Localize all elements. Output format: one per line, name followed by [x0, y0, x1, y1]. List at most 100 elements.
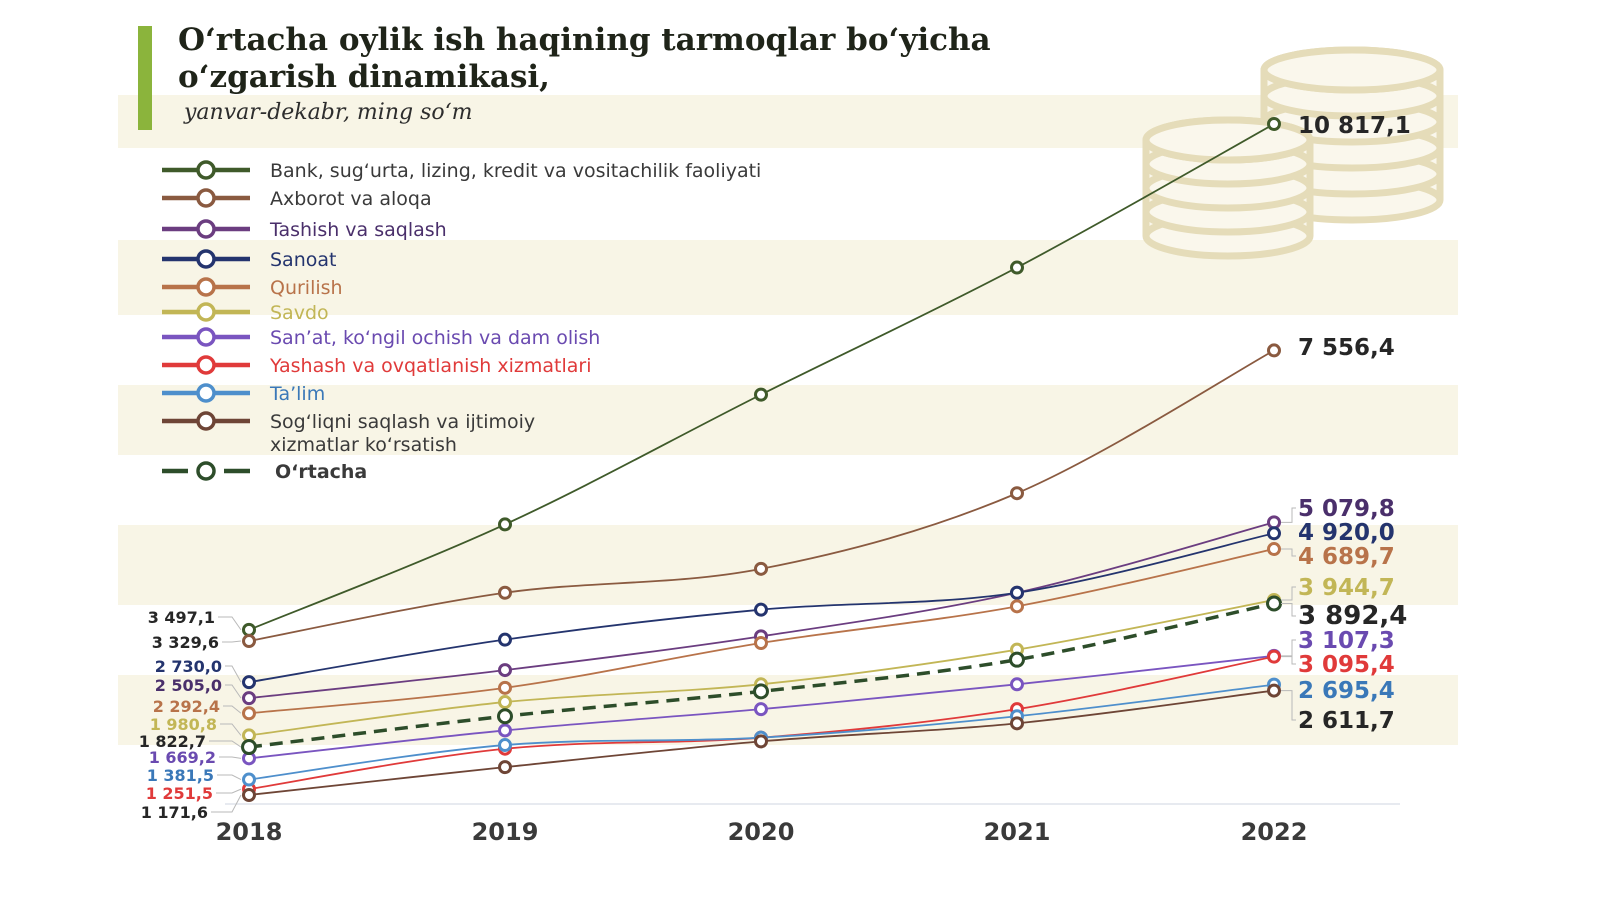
legend-swatch-marker	[196, 249, 216, 269]
label-leader	[1281, 548, 1296, 557]
coin-stack-left	[1142, 116, 1314, 260]
label-leader	[1281, 603, 1296, 617]
start-value-label: 1 669,2	[149, 748, 216, 767]
data-point-marker	[1267, 649, 1281, 664]
end-value-label: 2 695,4	[1298, 678, 1395, 704]
label-leader	[222, 640, 242, 643]
data-point-marker	[754, 636, 768, 650]
data-point-marker	[754, 702, 768, 717]
legend-label: Qurilish	[270, 277, 343, 299]
legend-item: Sog‘liqni saqlash va ijtimoiy xizmatlar k…	[162, 411, 535, 456]
data-point-marker	[754, 561, 768, 576]
data-point-marker	[754, 602, 768, 617]
data-point-marker	[242, 634, 256, 649]
end-value-label: 4 920,0	[1298, 520, 1395, 546]
start-value-label: 1 822,7	[139, 732, 206, 751]
legend-label: Bank, sug‘urta, lizing, kredit va vosita…	[270, 160, 761, 182]
start-value-label: 1 251,5	[146, 784, 213, 803]
end-value-labels: 10 817,1 7 556,4 5 079,84 920,04 689,7 3 94…	[1298, 113, 1411, 734]
label-leader	[209, 740, 242, 748]
label-leader	[1281, 690, 1296, 721]
data-point-marker	[1009, 651, 1025, 668]
end-value-label: 10 817,1	[1298, 113, 1411, 139]
label-leader	[1281, 586, 1296, 601]
end-value-label: 2 611,7	[1298, 708, 1395, 734]
data-point-marker	[242, 622, 256, 637]
data-point-marker	[242, 772, 256, 787]
chart-title: O‘rtacha oylik ish haqining tarmoqlar bo…	[178, 22, 991, 95]
legend-label: San’at, ko‘ngil ochish va dam olish	[270, 327, 600, 349]
x-tick-label: 2019	[472, 818, 539, 846]
legend-item: Yashash va ovqatlanish xizmatlari	[162, 355, 591, 377]
label-leader	[219, 756, 242, 759]
label-leader	[225, 684, 242, 699]
legend-swatch-marker	[196, 160, 216, 180]
legend-item: Savdo	[162, 302, 329, 324]
legend: Bank, sug‘urta, lizing, kredit va vosita…	[162, 160, 761, 483]
data-point-marker	[1010, 677, 1024, 692]
label-leader	[211, 794, 242, 813]
background-band	[118, 525, 1458, 605]
end-value-label: 3 095,4	[1298, 652, 1395, 678]
end-value-label: 5 079,8	[1298, 496, 1395, 522]
legend-label: Sanoat	[270, 249, 336, 271]
legend-label: Axborot va aloqa	[270, 188, 432, 210]
title-accent-bar	[138, 26, 152, 130]
label-leader	[225, 665, 242, 683]
data-point-marker	[498, 695, 512, 710]
data-point-marker	[242, 675, 256, 690]
data-point-marker	[241, 739, 257, 756]
start-value-labels: 3 497,1 3 329,6 2 505,02 730,0 2 292,41 980…	[139, 608, 222, 822]
data-point-marker	[753, 683, 769, 700]
legend-swatch-marker	[196, 461, 216, 481]
data-point-marker	[498, 680, 512, 695]
x-tick-label: 2018	[216, 818, 283, 846]
start-value-label: 2 505,0	[155, 676, 222, 695]
x-tick-label: 2022	[1241, 818, 1308, 846]
legend-label: Yashash va ovqatlanish xizmatlari	[269, 355, 591, 377]
end-value-label: 3 107,3	[1298, 628, 1395, 654]
data-point-marker	[498, 585, 512, 600]
legend-item: San’at, ko‘ngil ochish va dam olish	[162, 327, 600, 349]
series-markers	[241, 117, 1282, 802]
legend-item: Qurilish	[162, 277, 343, 299]
data-point-marker	[1267, 683, 1281, 698]
start-value-label: 1 980,8	[150, 715, 217, 734]
legend-swatch-marker	[196, 188, 216, 208]
end-value-label: 3 944,7	[1298, 575, 1395, 601]
data-point-marker	[498, 738, 512, 753]
end-value-label: 3 892,4	[1298, 601, 1407, 631]
data-point-marker	[1267, 343, 1281, 358]
background-band	[118, 385, 1458, 455]
start-value-label: 3 497,1	[148, 608, 215, 627]
label-leader	[1281, 639, 1296, 657]
legend-label: Sog‘liqni saqlash va ijtimoiy xizmatlar k…	[270, 411, 535, 456]
data-point-marker	[498, 723, 512, 738]
label-leader	[223, 705, 242, 714]
data-point-marker	[1010, 585, 1024, 600]
label-leader	[1281, 656, 1296, 665]
legend-item: Ta’lim	[162, 383, 325, 405]
label-leader	[218, 616, 242, 631]
x-tick-label: 2021	[984, 818, 1051, 846]
x-tick-labels: 2018 2019 2020 2021 2022	[216, 818, 1308, 846]
label-leader	[1281, 507, 1296, 523]
data-point-marker	[497, 708, 513, 725]
legend-item: Tashish va saqlash	[162, 219, 447, 241]
legend-swatch-marker	[196, 355, 216, 375]
data-point-marker	[1267, 526, 1281, 541]
legend-label: Savdo	[270, 302, 329, 324]
coin-stack-illustration	[1142, 46, 1444, 260]
data-point-marker	[1267, 542, 1281, 557]
legend-swatch-marker	[196, 383, 216, 403]
x-tick-label: 2020	[728, 818, 795, 846]
end-value-label: 7 556,4	[1298, 335, 1395, 361]
data-point-marker	[1010, 599, 1024, 614]
legend-swatch-marker	[196, 277, 216, 297]
data-point-marker	[498, 632, 512, 647]
start-value-label: 3 329,6	[152, 633, 219, 652]
data-point-marker	[242, 691, 256, 706]
data-point-marker	[242, 706, 256, 721]
